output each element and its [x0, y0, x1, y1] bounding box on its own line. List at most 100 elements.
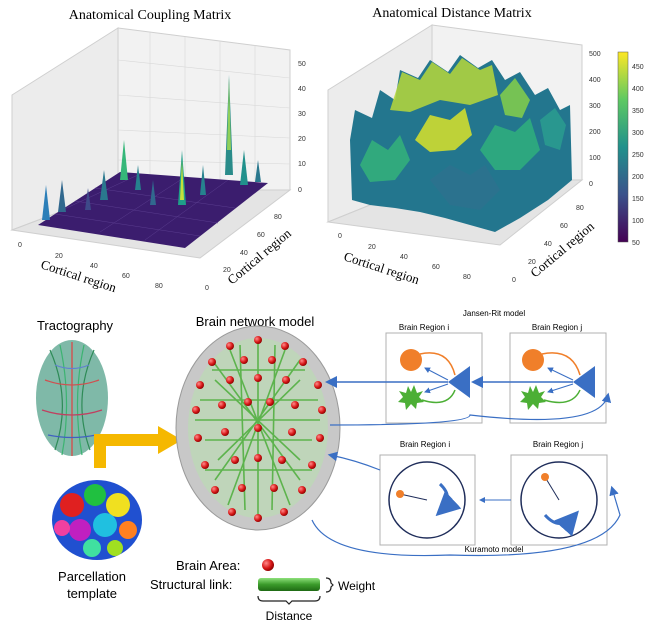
kur-i-to-network-arrow [327, 451, 381, 471]
kur-j-rotation-arrow [543, 510, 579, 537]
colorbar-tick: 350 [632, 108, 644, 115]
colorbar-tick: 300 [632, 130, 644, 137]
jr-j-feedback-1 [547, 367, 574, 381]
coupling-x-tick: 60 [122, 273, 130, 280]
distance-z-tick: 500 [589, 51, 601, 58]
parcellation-label-line1: Parcellation [58, 569, 126, 584]
distance-x-ticks: 0 20 40 60 80 [338, 233, 471, 281]
kur-j-oscillator [541, 473, 549, 481]
jr-i-link-green [421, 389, 456, 404]
distance-matrix-panel: Anatomical Distance Matrix 50 100 150 20… [326, 6, 644, 288]
jr-i-feedback-1 [424, 367, 449, 381]
distance-z-tick: 0 [589, 181, 593, 188]
coupling-y-tick: 60 [257, 232, 265, 239]
weight-brace-icon [325, 577, 334, 593]
colorbar-tick: 100 [632, 218, 644, 225]
coupling-y-tick: 40 [240, 250, 248, 257]
coupling-y-tick: 0 [205, 285, 209, 292]
distance-z-ticks: 0 100 200 300 400 500 [589, 51, 601, 188]
coupling-matrix-title: Anatomical Coupling Matrix [69, 8, 232, 23]
legend-link-icon [258, 578, 320, 591]
distance-y-ticks: 0 20 40 60 80 [512, 205, 584, 284]
colorbar-tick: 200 [632, 174, 644, 181]
distance-surface-highlights [360, 58, 566, 210]
jr-j-excitatory-node [522, 349, 544, 371]
coupling-x-axis-label: Cortical region [39, 257, 119, 296]
coupling-x-tick: 80 [155, 283, 163, 290]
legend-area-label: Brain Area: [176, 558, 240, 573]
kur-i-phase-circle [388, 461, 466, 539]
jr-j-pyramidal-node [573, 366, 595, 398]
coupling-y-ticks: 0 20 40 60 80 [205, 214, 282, 292]
distance-y-tick: 60 [560, 223, 568, 230]
distance-y-tick: 20 [528, 259, 536, 266]
kur-region-j-label: Brain Region j [533, 440, 583, 449]
jr-j-inhibitory-node [520, 385, 546, 410]
jr-i-pyramidal-node [448, 366, 470, 398]
brain-network-panel: Brain network model [175, 314, 341, 531]
coupling-surface-floor [38, 172, 268, 248]
jr-j-link-orange [541, 352, 581, 376]
distance-y-tick: 0 [512, 277, 516, 284]
coupling-y-tick: 20 [223, 267, 231, 274]
kur-region-i-box [379, 454, 476, 546]
network-legend: Brain Area: Structural link: Weight Dist… [150, 558, 376, 623]
kur-i-oscillator [396, 490, 404, 498]
kur-j-phase-circle [520, 461, 598, 539]
legend-node-icon [262, 559, 274, 571]
colorbar-tick: 450 [632, 64, 644, 71]
coupling-z-tick: 50 [298, 61, 306, 68]
coupling-grid [117, 32, 291, 190]
distance-z-tick: 100 [589, 155, 601, 162]
jr-region-i-label: Brain Region i [399, 323, 449, 332]
distance-x-axis-label: Cortical region [342, 249, 422, 288]
distance-matrix-title: Anatomical Distance Matrix [372, 6, 531, 21]
coupling-x-ticks: 0 20 40 60 80 [18, 242, 163, 290]
jr-j-feedback-2 [547, 383, 574, 394]
distance-x-tick: 80 [463, 274, 471, 281]
distance-brace-icon [257, 595, 321, 605]
colorbar-tick: 250 [632, 152, 644, 159]
pipeline-arrow [94, 434, 160, 468]
tractography-label: Tractography [37, 318, 114, 333]
colorbar-ticks: 50 100 150 200 250 300 350 400 450 [632, 64, 644, 247]
kur-i-rotation-arrow [435, 482, 462, 517]
pipeline-arrow-head [158, 426, 182, 454]
coupling-x-tick: 40 [90, 263, 98, 270]
coupling-z-tick: 0 [298, 187, 302, 194]
coupling-back-right-pane [117, 27, 291, 191]
tractography-panel: Tractography [36, 318, 114, 456]
legend-distance-label: Distance [266, 609, 313, 623]
jr-i-excitatory-node [400, 349, 422, 371]
coupling-z-tick: 20 [298, 136, 306, 143]
jr-i-link-orange [419, 352, 456, 376]
coupling-z-tick: 10 [298, 161, 306, 168]
legend-weight-label: Weight [338, 579, 376, 593]
distance-z-tick: 300 [589, 103, 601, 110]
colorbar-tick: 50 [632, 240, 640, 247]
distance-x-tick: 60 [432, 264, 440, 271]
brain-area-nodes [192, 336, 326, 522]
jansen-rit-section: Jansen-Rit model Brain Region i Brain Re… [325, 309, 612, 426]
parcellation-panel: Parcellation template [52, 480, 142, 601]
tractography-fibers [41, 342, 103, 456]
jr-network-to-j-arrow [329, 392, 612, 426]
coupling-z-tick: 40 [298, 86, 306, 93]
kuramoto-section: Brain Region i Brain Region j Kuramoto m… [311, 440, 621, 557]
coupling-spikes [42, 75, 261, 220]
jr-i-inhibitory-node [398, 385, 424, 410]
coupling-z-tick: 30 [298, 111, 306, 118]
parcellation-regions [54, 484, 137, 557]
coupling-z-ticks: 0 10 20 30 40 50 [298, 61, 306, 194]
coupling-matrix-panel: Anatomical Coupling Matrix [10, 8, 306, 296]
jr-i-feedback-2 [424, 383, 449, 394]
brain-network-label: Brain network model [196, 314, 315, 329]
distance-x-tick: 0 [338, 233, 342, 240]
parcellation-label-line2: template [67, 586, 117, 601]
distance-y-tick: 40 [544, 241, 552, 248]
jr-region-j-label: Brain Region j [532, 323, 582, 332]
coupling-x-tick: 20 [55, 253, 63, 260]
distance-z-tick: 200 [589, 129, 601, 136]
kur-i-phase-hand [399, 493, 428, 501]
